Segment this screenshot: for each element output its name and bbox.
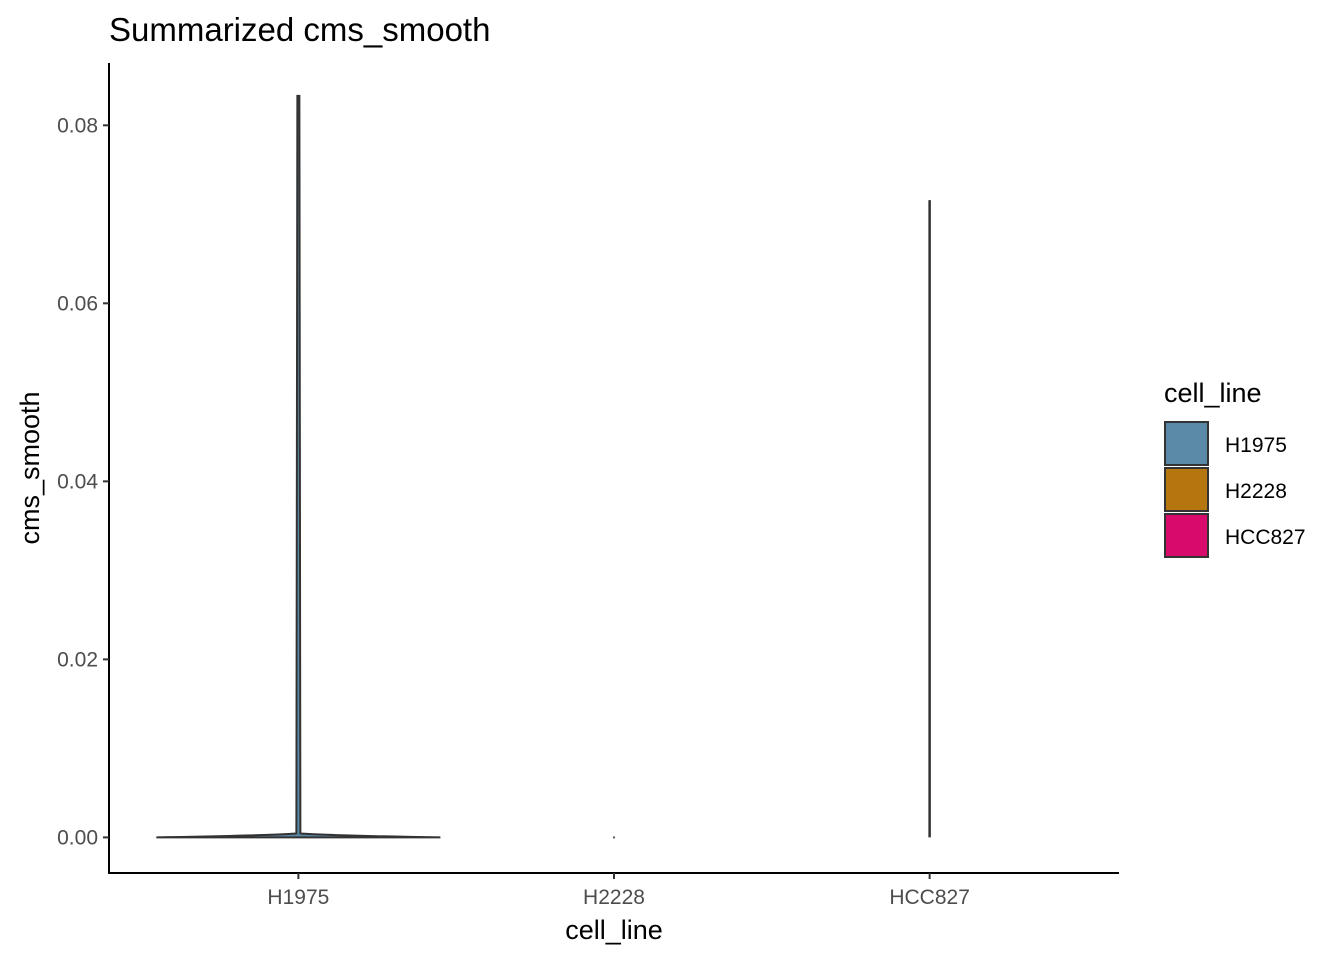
legend: cell_line H1975 H2228 HCC827 [1164,378,1306,558]
x-tick-label: H1975 [267,886,329,909]
violin-shape [156,94,441,839]
legend-key-h2228 [1164,467,1209,512]
legend-label: H2228 [1225,480,1287,503]
violin-h1975 [156,94,441,839]
legend-key-hcc827 [1164,513,1209,558]
chart-title: Summarized cms_smooth [109,11,490,48]
x-tick-label: HCC827 [889,886,970,909]
y-tick-label: 0.06 [57,292,98,315]
x-axis-title: cell_line [565,915,663,945]
y-axis-title: cms_smooth [15,391,45,544]
y-tick-label: 0.04 [57,470,98,493]
y-axis-ticks: 0.00 0.02 0.04 0.06 0.08 [57,114,109,849]
x-axis-ticks: H1975 H2228 HCC827 [267,873,970,909]
y-tick-label: 0.02 [57,648,98,671]
legend-key-h1975 [1164,421,1209,466]
legend-label: H1975 [1225,434,1287,457]
x-tick-label: H2228 [583,886,645,909]
legend-title: cell_line [1164,378,1262,408]
plot-area [156,94,931,839]
legend-label: HCC827 [1225,526,1306,549]
y-tick-label: 0.00 [57,826,98,849]
y-tick-label: 0.08 [57,114,98,137]
